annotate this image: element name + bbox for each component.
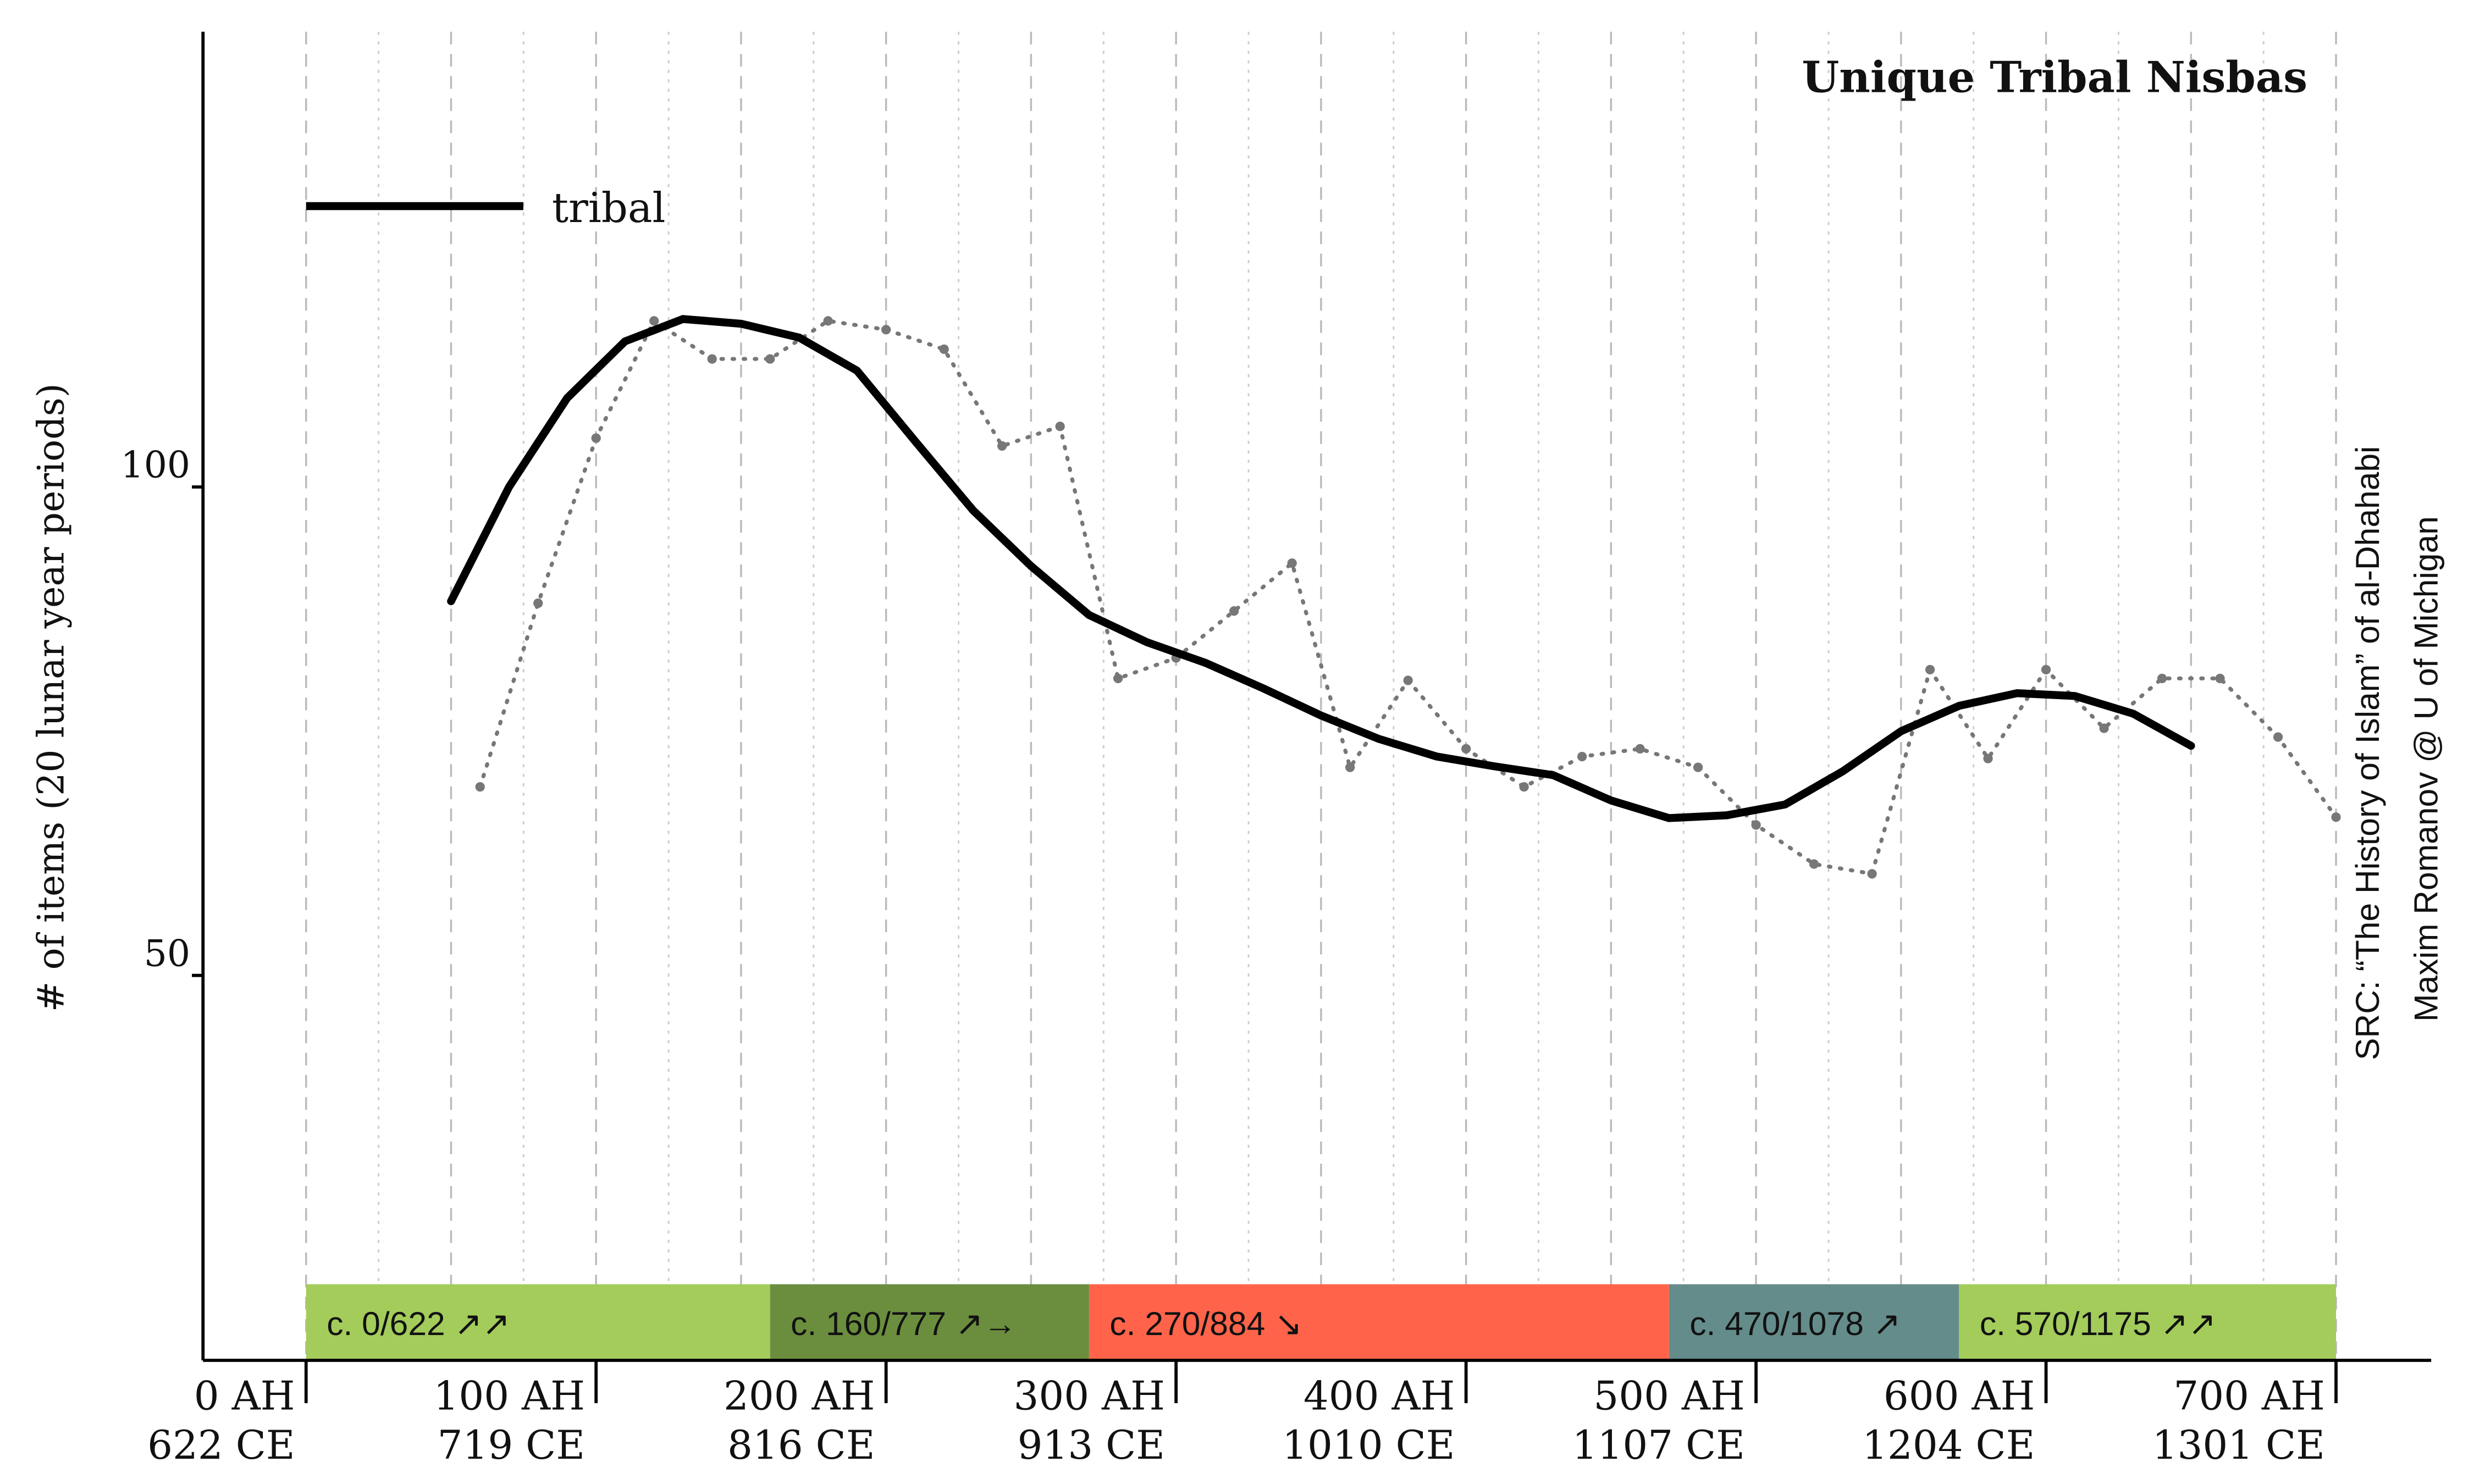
x-tick-label: 700 AH	[2173, 1373, 2325, 1419]
source-note: SRC: “The History of Islam” of al-Dhahab…	[2349, 446, 2386, 1060]
period-label: c. 270/884 ↘	[1109, 1305, 1302, 1342]
grid	[305, 31, 2337, 1360]
x-tick-label: 200 AH	[724, 1373, 875, 1419]
x-tick-label: 622 CE	[147, 1422, 295, 1469]
x-tick-label: 100 AH	[433, 1373, 585, 1419]
x-tick-label: 1107 CE	[1572, 1422, 1745, 1469]
period-band	[1669, 1284, 1959, 1360]
data-point	[765, 354, 775, 364]
data-point	[881, 325, 891, 335]
data-point	[939, 344, 949, 355]
data-point	[649, 316, 659, 326]
y-tick-label: 100	[121, 444, 191, 486]
data-point	[1287, 558, 1297, 568]
data-point	[1461, 744, 1471, 754]
data-point	[1983, 754, 1993, 763]
data-point	[591, 433, 601, 443]
x-tick-label: 816 CE	[727, 1422, 875, 1469]
x-tick-label: 1010 CE	[1282, 1422, 1455, 1469]
period-label: c. 470/1078 ↗	[1689, 1305, 1901, 1342]
data-point	[2215, 673, 2225, 684]
x-tick-label: 0 AH	[194, 1373, 295, 1419]
data-point	[1229, 606, 1239, 616]
data-point	[1345, 762, 1355, 772]
data-point	[1403, 675, 1413, 685]
plot: c. 0/622 ↗↗ c. 160/777 ↗→ c. 270/884 ↘ c. 4…	[306, 315, 2341, 1360]
data-point	[2099, 723, 2109, 733]
data-point	[1577, 751, 1587, 762]
x-tick-label: 500 AH	[1593, 1373, 1745, 1419]
data-point	[2331, 812, 2341, 822]
y-tick-label: 50	[144, 932, 190, 974]
x-tick-label: 719 CE	[438, 1422, 585, 1469]
data-point	[2273, 732, 2283, 742]
period-band	[306, 1284, 770, 1360]
legend-label: tribal	[552, 184, 666, 232]
x-tick-label: 300 AH	[1013, 1373, 1165, 1419]
x-tick-label: 400 AH	[1304, 1373, 1455, 1419]
period-label: c. 160/777 ↗→	[791, 1305, 1017, 1342]
x-tick-label: 1301 CE	[2152, 1422, 2325, 1469]
period-band	[1959, 1284, 2337, 1360]
x-tick-label: 600 AH	[1884, 1373, 2035, 1419]
data-point	[1751, 820, 1761, 830]
data-point	[475, 782, 485, 792]
data-point	[1693, 762, 1703, 772]
chart-title: Unique Tribal Nisbas	[1802, 52, 2307, 102]
source-note: Maxim Romanov @ U of Michigan	[2407, 516, 2445, 1022]
data-point	[1635, 744, 1645, 754]
period-label: c. 570/1175 ↗↗	[1980, 1305, 2216, 1342]
data-point	[823, 316, 833, 326]
data-point	[1055, 422, 1065, 431]
x-tick-label: 1204 CE	[1862, 1422, 2035, 1469]
data-point	[1113, 673, 1123, 684]
y-axis-label: # of items (20 lunar year periods)	[29, 383, 72, 1012]
period-label: c. 0/622 ↗↗	[327, 1305, 510, 1342]
data-point	[997, 441, 1007, 451]
data-point	[1867, 869, 1877, 879]
data-point	[1809, 859, 1819, 869]
data-point	[2157, 673, 2167, 684]
x-tick-label: 913 CE	[1018, 1422, 1165, 1469]
data-point	[1519, 782, 1529, 792]
data-point	[1925, 665, 1935, 675]
data-point	[533, 598, 543, 608]
series-line	[447, 315, 2195, 822]
data-point	[707, 354, 717, 364]
period-band	[1089, 1284, 1669, 1360]
period-band	[770, 1284, 1089, 1360]
data-point	[2041, 665, 2051, 675]
